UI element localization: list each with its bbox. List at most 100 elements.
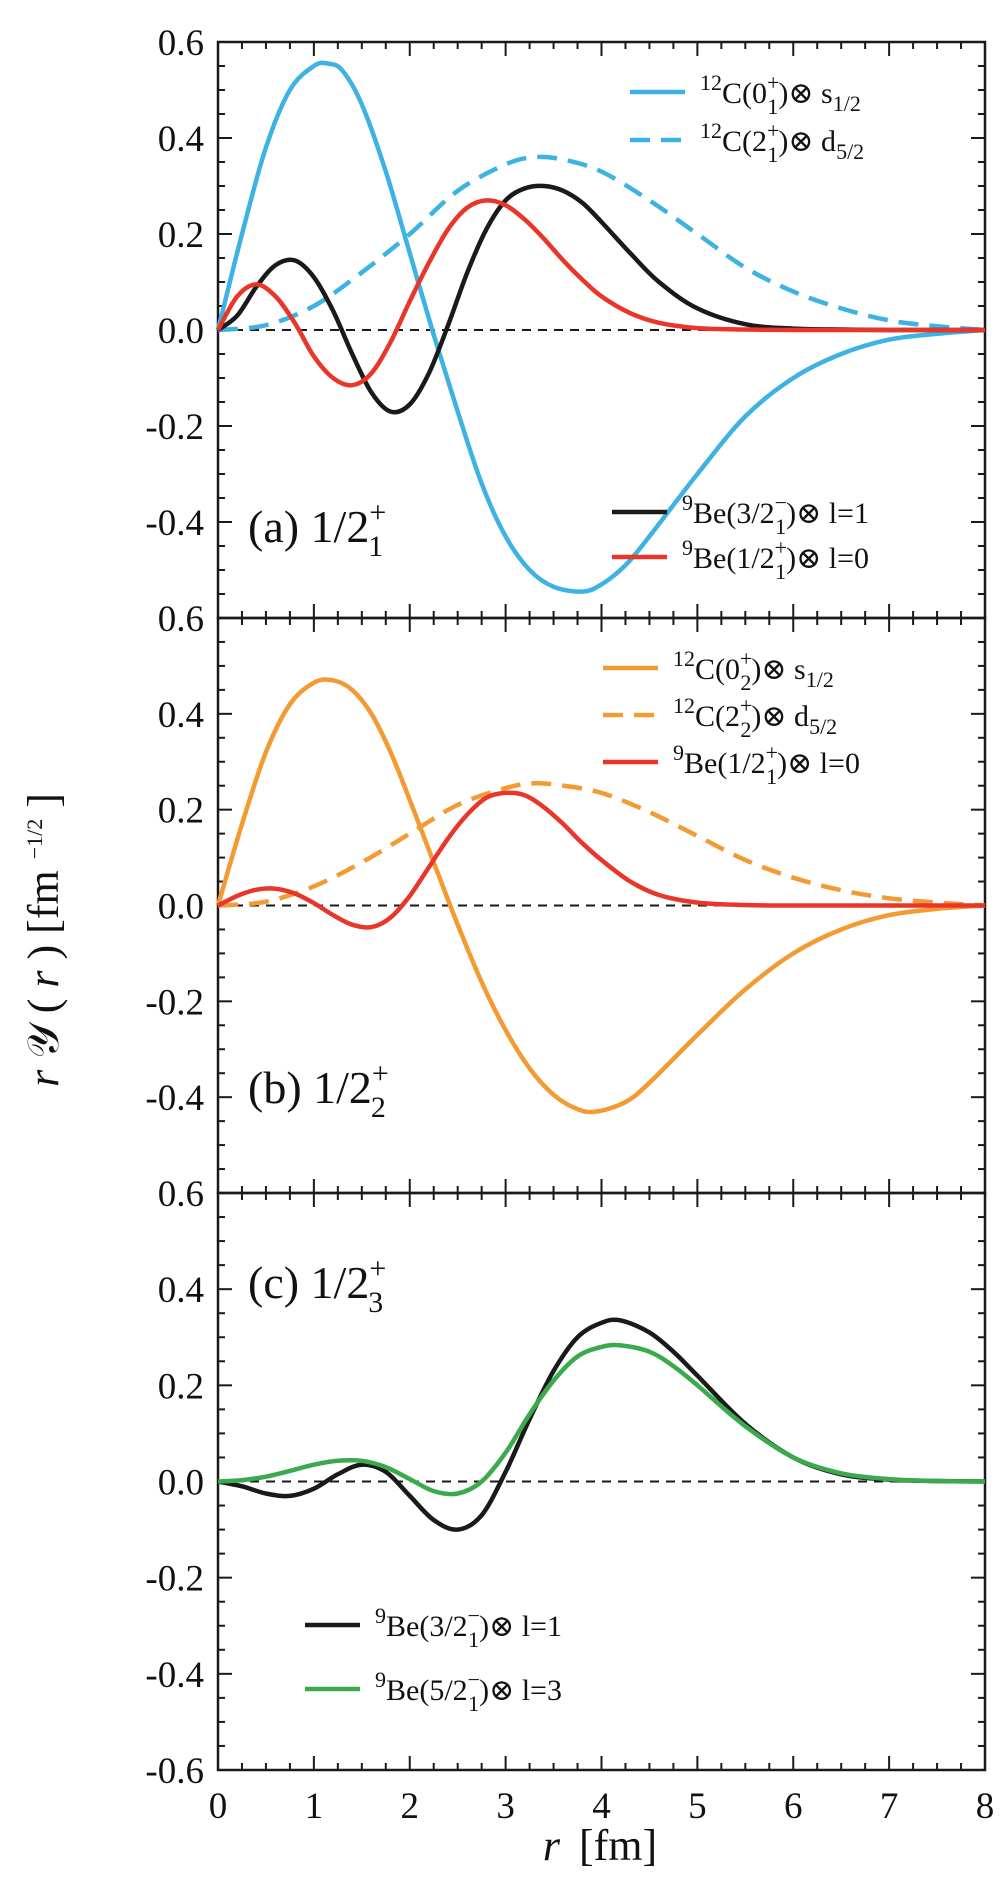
y-tick-label: -0.2	[145, 1559, 204, 1600]
legend-label-a-1-sup: +	[767, 118, 779, 143]
legend-label-c-1: 9Be(5/2− 1)⊗ l=3	[375, 1667, 562, 1716]
legend-label-b-0-post: )⊗ s	[751, 653, 805, 686]
x-tick-label: 2	[401, 1786, 420, 1827]
legend-label-c-1-post: )⊗ l=3	[479, 1674, 562, 1707]
panel-label-c-prefix: (c) 1/2	[248, 1257, 369, 1308]
series-line-a-2	[216, 183, 986, 415]
y-axis-title-unit: ) [fm	[19, 870, 68, 959]
legend-label-b-2-main: Be(1/2	[684, 747, 766, 780]
x-tick-label: 0	[209, 1786, 228, 1827]
legend-label-b-2-sup: +	[766, 740, 778, 765]
legend-label-c-0-sub: 1	[468, 1627, 479, 1652]
panel-label-b: (b) 1/2+ 2	[248, 1057, 389, 1124]
series-line-a-0	[215, 60, 986, 594]
legend-label-a-3-post: )⊗ l=0	[786, 542, 869, 575]
y-axis-title-script: 𝒴	[19, 1021, 68, 1059]
x-tick-label: 3	[496, 1786, 515, 1827]
x-tick-label: 7	[880, 1786, 899, 1827]
legend-label-b-2-sub: 1	[766, 764, 777, 789]
legend-label-b-2-pre: 9	[673, 740, 684, 765]
legend-label-a-1-sub: 1	[767, 142, 778, 167]
y-tick-label: -0.2	[145, 407, 204, 448]
legend-label-b-1-post-sub: 5/2	[809, 714, 837, 739]
legend-label-b-1: 12C(2+ 2)⊗ d5/2	[673, 693, 837, 742]
legend-label-c-1-sub: 1	[468, 1691, 479, 1716]
x-axis-title-rest: [fm]	[579, 1821, 657, 1870]
series-line-a-3	[216, 198, 985, 388]
legend-label-b-2: 9Be(1/2+ 1)⊗ l=0	[673, 740, 860, 789]
legend-label-b-1-main: C(2	[695, 700, 740, 733]
y-tick-label: 0.4	[158, 1270, 204, 1311]
legend-label-a-1: 12C(2+ 1)⊗ d5/2	[700, 118, 864, 167]
panel-label-c-sup: +	[369, 1252, 386, 1285]
legend-label-b-1-pre: 12	[673, 693, 695, 718]
y-tick-label: -0.4	[145, 1655, 204, 1696]
legend-label-b-2-post: )⊗ l=0	[777, 747, 860, 780]
y-tick-label: -0.6	[145, 1751, 204, 1792]
panel-label-c-sub: 3	[368, 1286, 383, 1319]
y-axis-title-close: ]	[19, 793, 68, 808]
x-tick-label: 4	[592, 1786, 611, 1827]
x-tick-label: 8	[976, 1786, 995, 1827]
legend-label-a-0-main: C(0	[722, 77, 767, 110]
legend-label-a-2-post: )⊗ l=1	[786, 497, 869, 530]
y-tick-label: 0.6	[158, 1174, 204, 1215]
legend-label-a-3-sub: 1	[775, 559, 786, 584]
y-tick-label: 0.2	[158, 1366, 204, 1407]
y-axis-title-r2: r	[19, 970, 68, 988]
y-tick-label: -0.4	[145, 503, 204, 544]
y-axis-title: r 𝒴 ( r ) [fm −1/2 ]	[3, 793, 68, 1087]
series-line-c-1	[217, 1342, 986, 1497]
x-tick-label: 6	[784, 1786, 803, 1827]
y-axis-title-paren: (	[19, 999, 68, 1014]
legend-label-a-3-main: Be(1/2	[693, 542, 775, 575]
panel-label-a-prefix: (a) 1/2	[248, 501, 369, 552]
legend-label-a-0-sub: 1	[767, 94, 778, 119]
y-tick-label: -0.4	[145, 1078, 204, 1119]
legend-label-a-2-pre: 9	[682, 490, 693, 515]
legend-label-a-2-sup: −	[775, 490, 787, 515]
legend-label-a-1-post-sub: 5/2	[836, 139, 864, 164]
legend-label-a-0-sup: +	[767, 70, 779, 95]
legend-label-a-1-main: C(2	[722, 125, 767, 158]
x-axis-title-italic: r	[543, 1821, 561, 1870]
legend-label-a-3-pre: 9	[682, 535, 693, 560]
y-tick-label: 0.4	[158, 119, 204, 160]
y-tick-label: 0.4	[158, 695, 204, 736]
legend-label-b-1-post: )⊗ d	[751, 700, 809, 733]
x-tick-label: 5	[688, 1786, 707, 1827]
legend-label-a-2-main: Be(3/2	[693, 497, 775, 530]
y-tick-label: 0.2	[158, 791, 204, 832]
panel-label-b-prefix: (b) 1/2	[248, 1062, 372, 1113]
y-tick-label: 0.6	[158, 23, 204, 64]
legend-label-a-0: 12C(0+ 1)⊗ s1/2	[700, 70, 861, 119]
legend-label-b-0-main: C(0	[695, 653, 740, 686]
legend-label-b-0: 12C(0+ 2)⊗ s1/2	[673, 646, 834, 695]
y-tick-label: 0.0	[158, 311, 204, 352]
y-axis-title-r: r	[19, 1069, 68, 1087]
legend-label-b-0-pre: 12	[673, 646, 695, 671]
series-line-b-0	[215, 677, 986, 1115]
panel-label-a: (a) 1/2+ 1	[248, 496, 386, 563]
legend-label-c-0-main: Be(3/2	[386, 1610, 468, 1643]
legend-label-c-0-post: )⊗ l=1	[479, 1610, 562, 1643]
legend-label-a-3: 9Be(1/2+ 1)⊗ l=0	[682, 535, 869, 584]
legend-label-a-2: 9Be(3/2− 1)⊗ l=1	[682, 490, 869, 539]
panel-label-a-sub: 1	[368, 530, 383, 563]
legend-label-b-0-post-sub: 1/2	[806, 667, 834, 692]
legend-label-b-1-sup: +	[740, 693, 752, 718]
panel-c: 0.6 0.4 0.2 0.0 -0.2 -0.4 -0.60 1 2 3 4 5 6 7 8 9Be(3/2…	[145, 1174, 994, 1827]
legend-label-c-0-sup: −	[468, 1603, 480, 1628]
legend-label-c-1-pre: 9	[375, 1667, 386, 1692]
legend-label-c-1-main: Be(5/2	[386, 1674, 468, 1707]
series-line-c-0	[217, 1317, 986, 1532]
legend-label-b-0-sub: 2	[740, 670, 751, 695]
legend-label-a-3-sup: +	[775, 535, 787, 560]
series-line-b-1	[217, 780, 986, 908]
y-axis-title-exponent: −1/2	[22, 819, 47, 860]
panel-label-c: (c) 1/2+ 3	[248, 1252, 386, 1319]
x-tick-label: 1	[305, 1786, 324, 1827]
